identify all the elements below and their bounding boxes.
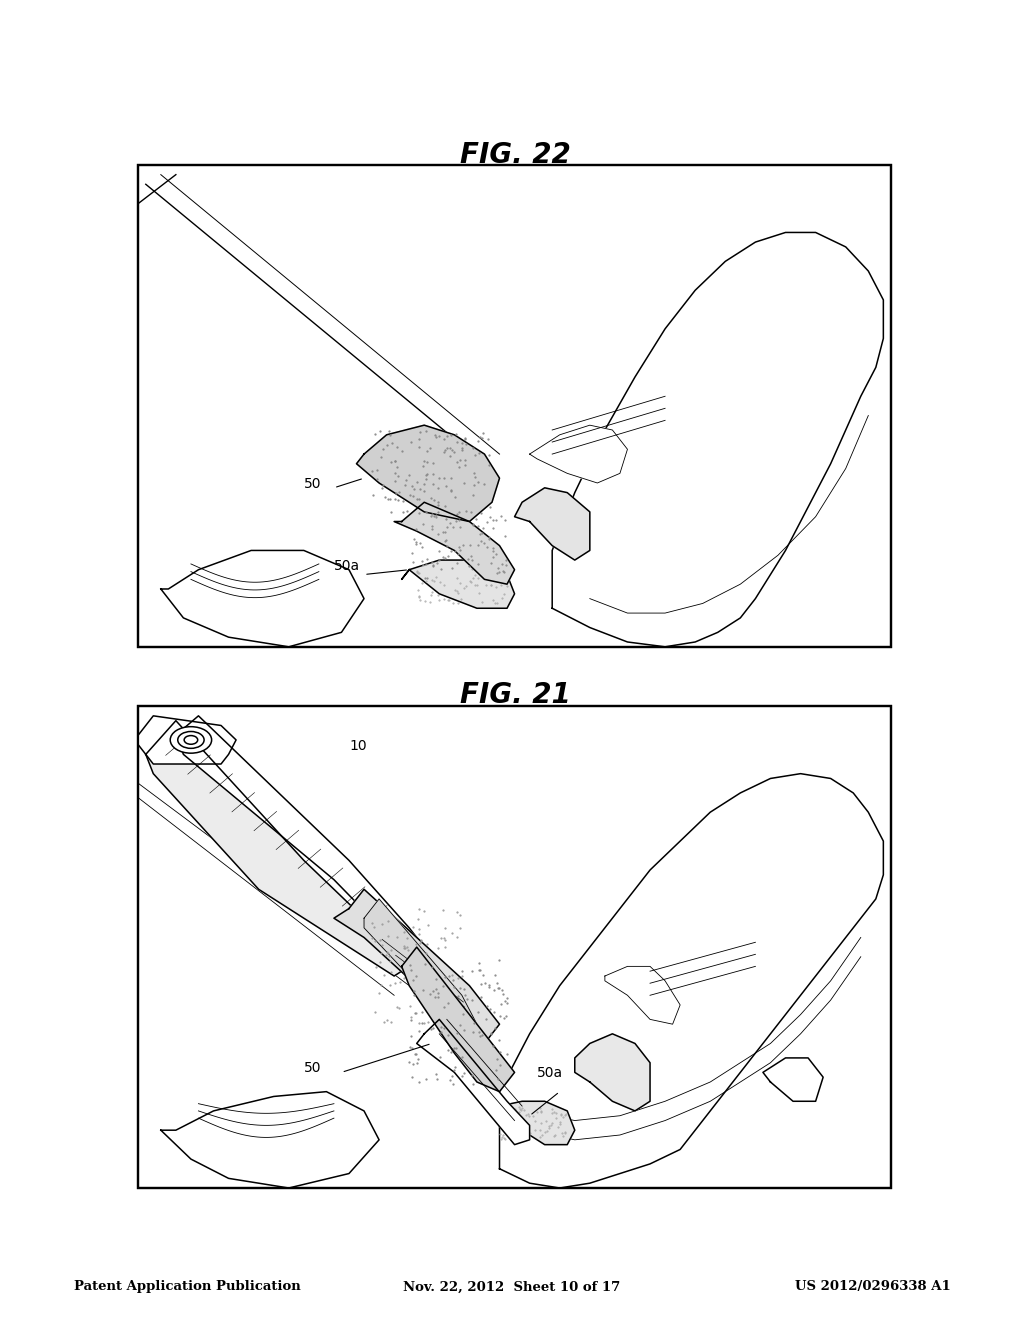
Text: Nov. 22, 2012  Sheet 10 of 17: Nov. 22, 2012 Sheet 10 of 17 bbox=[403, 1280, 621, 1294]
Text: Patent Application Publication: Patent Application Publication bbox=[74, 1280, 300, 1294]
Text: US 2012/0296338 A1: US 2012/0296338 A1 bbox=[795, 1280, 950, 1294]
Polygon shape bbox=[500, 774, 884, 1188]
Polygon shape bbox=[401, 948, 514, 1092]
Text: 50a: 50a bbox=[334, 558, 360, 573]
Bar bbox=[138, 706, 891, 1188]
Polygon shape bbox=[334, 890, 500, 1043]
Polygon shape bbox=[161, 1092, 379, 1188]
Text: 10: 10 bbox=[349, 739, 367, 752]
Polygon shape bbox=[394, 502, 514, 585]
Bar bbox=[138, 706, 891, 1188]
Polygon shape bbox=[605, 966, 680, 1024]
Polygon shape bbox=[763, 1057, 823, 1101]
Polygon shape bbox=[145, 721, 410, 975]
Polygon shape bbox=[574, 1034, 650, 1111]
Polygon shape bbox=[417, 1019, 529, 1144]
Text: 50a: 50a bbox=[538, 1067, 563, 1080]
Ellipse shape bbox=[178, 731, 204, 748]
Ellipse shape bbox=[170, 727, 212, 754]
Polygon shape bbox=[161, 550, 365, 647]
Polygon shape bbox=[514, 488, 590, 560]
Polygon shape bbox=[176, 715, 424, 957]
Polygon shape bbox=[529, 425, 628, 483]
Text: 50: 50 bbox=[304, 477, 322, 491]
Polygon shape bbox=[138, 715, 237, 764]
Polygon shape bbox=[356, 425, 500, 521]
Polygon shape bbox=[365, 899, 477, 1034]
Text: FIG. 21: FIG. 21 bbox=[460, 681, 570, 709]
Polygon shape bbox=[552, 232, 884, 647]
Polygon shape bbox=[401, 560, 514, 609]
Text: FIG. 22: FIG. 22 bbox=[460, 141, 570, 169]
Polygon shape bbox=[492, 1101, 574, 1144]
Text: 50: 50 bbox=[304, 1061, 322, 1076]
Bar bbox=[138, 165, 891, 647]
Ellipse shape bbox=[184, 735, 198, 744]
Bar bbox=[138, 165, 891, 647]
